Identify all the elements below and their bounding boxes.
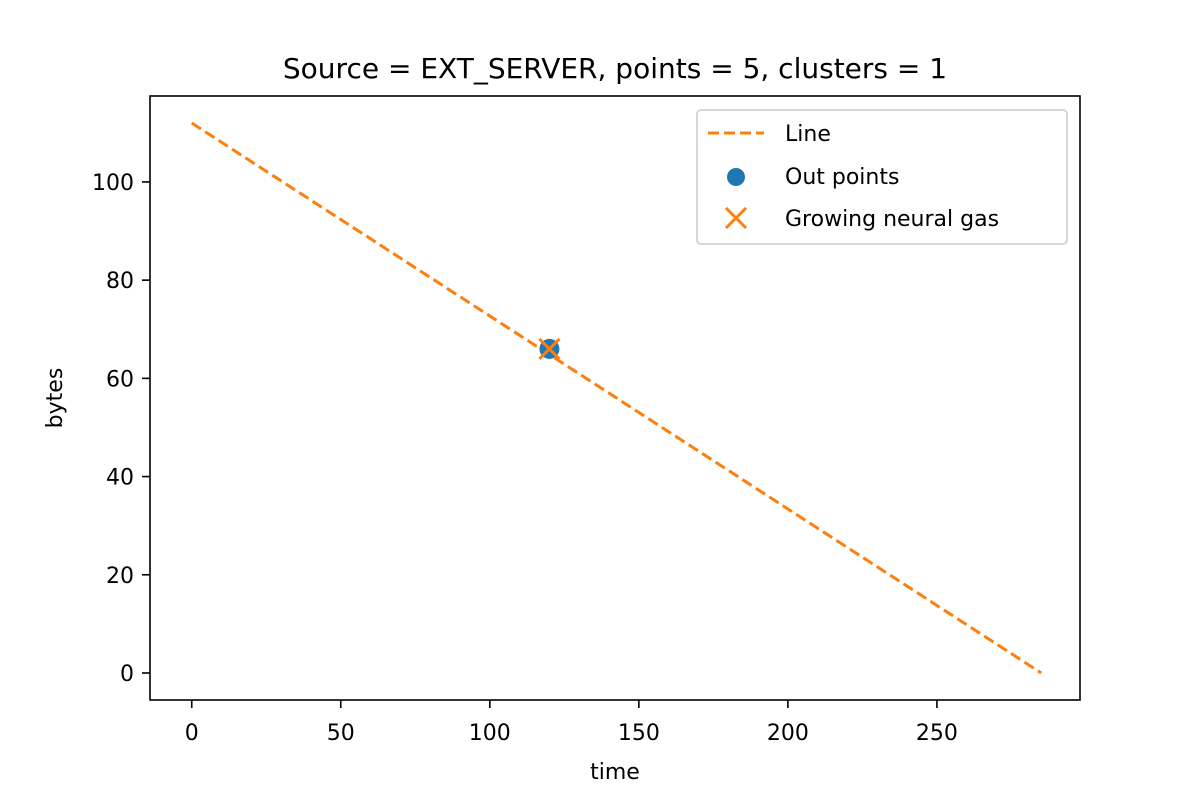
legend-label-out-points: Out points [785, 165, 899, 190]
chart-title: Source = EXT_SERVER, points = 5, cluster… [283, 52, 947, 85]
series-line-line [190, 121, 1043, 675]
y-tick-label: 0 [120, 662, 134, 687]
x-tick-label: 50 [327, 721, 355, 746]
plot-area-frame [149, 95, 1081, 701]
x-axis: 0 50 100 150 200 250 [185, 700, 958, 746]
legend: Line Out points Growing neural gas [696, 109, 1068, 245]
y-tick-label: 60 [106, 367, 134, 392]
y-tick-label: 100 [92, 171, 134, 196]
x-tick-label: 0 [185, 721, 199, 746]
legend-circle-swatch [727, 168, 745, 186]
y-tick-label: 20 [106, 564, 134, 589]
legend-x-swatch [724, 206, 748, 230]
x-tick-label: 200 [767, 721, 809, 746]
y-tick-label: 40 [106, 466, 134, 491]
legend-label-line: Line [785, 122, 831, 147]
y-tick-label: 80 [106, 269, 134, 294]
legend-box [696, 109, 1068, 245]
data-point-growing-neural-gas [538, 337, 561, 360]
x-tick-label: 150 [618, 721, 660, 746]
x-tick-label: 250 [916, 721, 958, 746]
legend-label-growing-neural-gas: Growing neural gas [785, 207, 999, 232]
y-axis: 0 20 40 60 80 100 [92, 171, 150, 687]
x-tick-label: 100 [469, 721, 511, 746]
y-axis-label: bytes [43, 368, 68, 429]
series-layer [190, 121, 1043, 675]
x-axis-label: time [590, 760, 640, 785]
